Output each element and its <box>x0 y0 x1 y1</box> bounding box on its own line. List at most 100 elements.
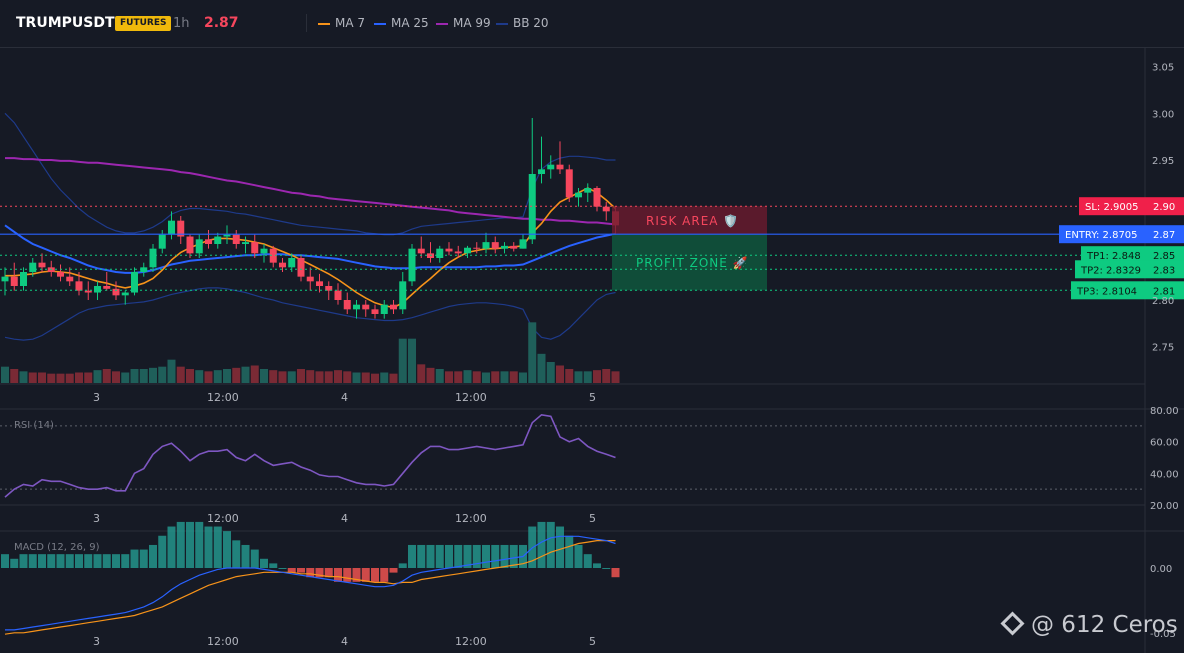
macd-histogram-bar <box>38 554 46 568</box>
macd-histogram-bar <box>315 568 324 578</box>
volume-bar <box>1 366 9 383</box>
macd-histogram-bar <box>56 554 65 568</box>
volume-bar <box>139 369 148 383</box>
volume-bar <box>463 370 472 383</box>
volume-bar <box>315 371 324 383</box>
last-price: 2.87 <box>204 15 239 31</box>
volume-bar <box>352 372 361 383</box>
candle <box>408 244 416 286</box>
candle <box>29 258 37 277</box>
macd-histogram-bar <box>10 558 19 568</box>
macd-histogram-bar <box>611 568 620 578</box>
macd-histogram-bar <box>158 535 167 568</box>
candle-body <box>168 220 175 235</box>
candle <box>140 262 148 277</box>
candle <box>528 118 536 244</box>
candle-body <box>297 258 305 277</box>
bb-upper-line <box>4 112 616 236</box>
candle-body <box>57 272 64 277</box>
macd-line <box>5 535 616 631</box>
candle-body <box>242 242 249 244</box>
candle <box>584 183 592 202</box>
risk-area-label: RISK AREA 🛡️ <box>646 214 739 228</box>
volume-bar <box>167 359 176 383</box>
macd-histogram-bar <box>417 544 426 568</box>
candle <box>131 267 138 296</box>
macd-histogram-bar <box>130 549 139 568</box>
candle-body <box>20 272 27 286</box>
candle <box>556 141 564 174</box>
volume-bar <box>435 369 444 383</box>
candle-body <box>464 247 471 254</box>
price-axis-label: 3.00 <box>1152 109 1174 120</box>
bb-lower-line <box>4 287 616 341</box>
rsi-axis-label: 80.00 <box>1150 406 1179 417</box>
legend-bb20[interactable]: BB 20 <box>496 16 549 30</box>
volume-bar <box>306 370 315 383</box>
candle-body <box>251 242 259 254</box>
volume-bar <box>204 371 213 383</box>
tp3-tag-bg <box>1071 281 1184 300</box>
candle-body <box>593 188 601 207</box>
candle <box>325 281 333 300</box>
volume-bar <box>528 322 537 383</box>
candle <box>84 281 92 300</box>
candle <box>75 272 83 296</box>
macd-histogram-bar <box>297 568 305 573</box>
volume-bar <box>130 369 139 383</box>
volume-bar <box>75 372 83 383</box>
candle <box>297 255 305 282</box>
candle-body <box>473 247 481 249</box>
volume-bar <box>491 371 500 383</box>
candle-body <box>491 242 499 249</box>
candle <box>343 292 351 314</box>
volume-bar <box>38 372 46 383</box>
legend-ma25[interactable]: MA 25 <box>374 16 429 30</box>
time-axis-label: 12:00 <box>455 391 487 404</box>
macd-histogram-bar <box>454 544 463 568</box>
candle <box>121 290 129 305</box>
legend-ma99[interactable]: MA 99 <box>436 16 491 30</box>
macd-histogram-bar <box>223 531 231 568</box>
candle <box>565 164 573 202</box>
legend-ma7-label: MA 7 <box>335 16 366 30</box>
candle-body <box>103 286 111 289</box>
candle-body <box>288 258 296 268</box>
candle <box>20 267 27 291</box>
volume-bar <box>241 366 250 383</box>
candle <box>334 283 342 305</box>
macd-histogram-bar <box>213 526 222 568</box>
volume-bar <box>149 367 157 383</box>
candle-body <box>38 262 46 268</box>
ma7-swatch-icon <box>318 22 330 25</box>
macd-histogram-bar <box>204 526 213 568</box>
candle <box>306 267 314 291</box>
macd-histogram-bar <box>371 568 379 582</box>
volume-bar <box>102 369 111 383</box>
candle <box>195 234 203 258</box>
symbol-name[interactable]: TRUMPUSDT <box>16 15 115 31</box>
candle <box>1 267 9 296</box>
macd-histogram-bar <box>491 544 500 568</box>
candle <box>538 136 545 184</box>
timeframe-label[interactable]: 1h <box>173 16 190 31</box>
candle-body <box>371 309 379 314</box>
risk-area-box <box>612 206 767 235</box>
tp3-tag: TP3: 2.8104 2.81 <box>1071 281 1184 300</box>
legend-ma7[interactable]: MA 7 <box>318 16 365 30</box>
candle-body <box>269 248 277 263</box>
volume-bar <box>287 371 296 383</box>
macd-histogram-bar <box>500 544 509 568</box>
tp3-tag-label: TP3: 2.8104 <box>1076 286 1137 297</box>
macd-histogram-bar <box>306 568 315 578</box>
sl-tag: SL: 2.9005 2.90 <box>1079 197 1184 216</box>
macd-histogram-bar <box>380 568 389 582</box>
candle <box>103 272 111 291</box>
tp2-tag-bg <box>1075 260 1184 279</box>
ma99-swatch-icon <box>436 22 448 25</box>
candle-body <box>575 192 582 198</box>
price-axis-label: 3.05 <box>1152 63 1174 74</box>
candle-body <box>84 290 92 293</box>
macd-histogram-bar <box>139 549 148 568</box>
